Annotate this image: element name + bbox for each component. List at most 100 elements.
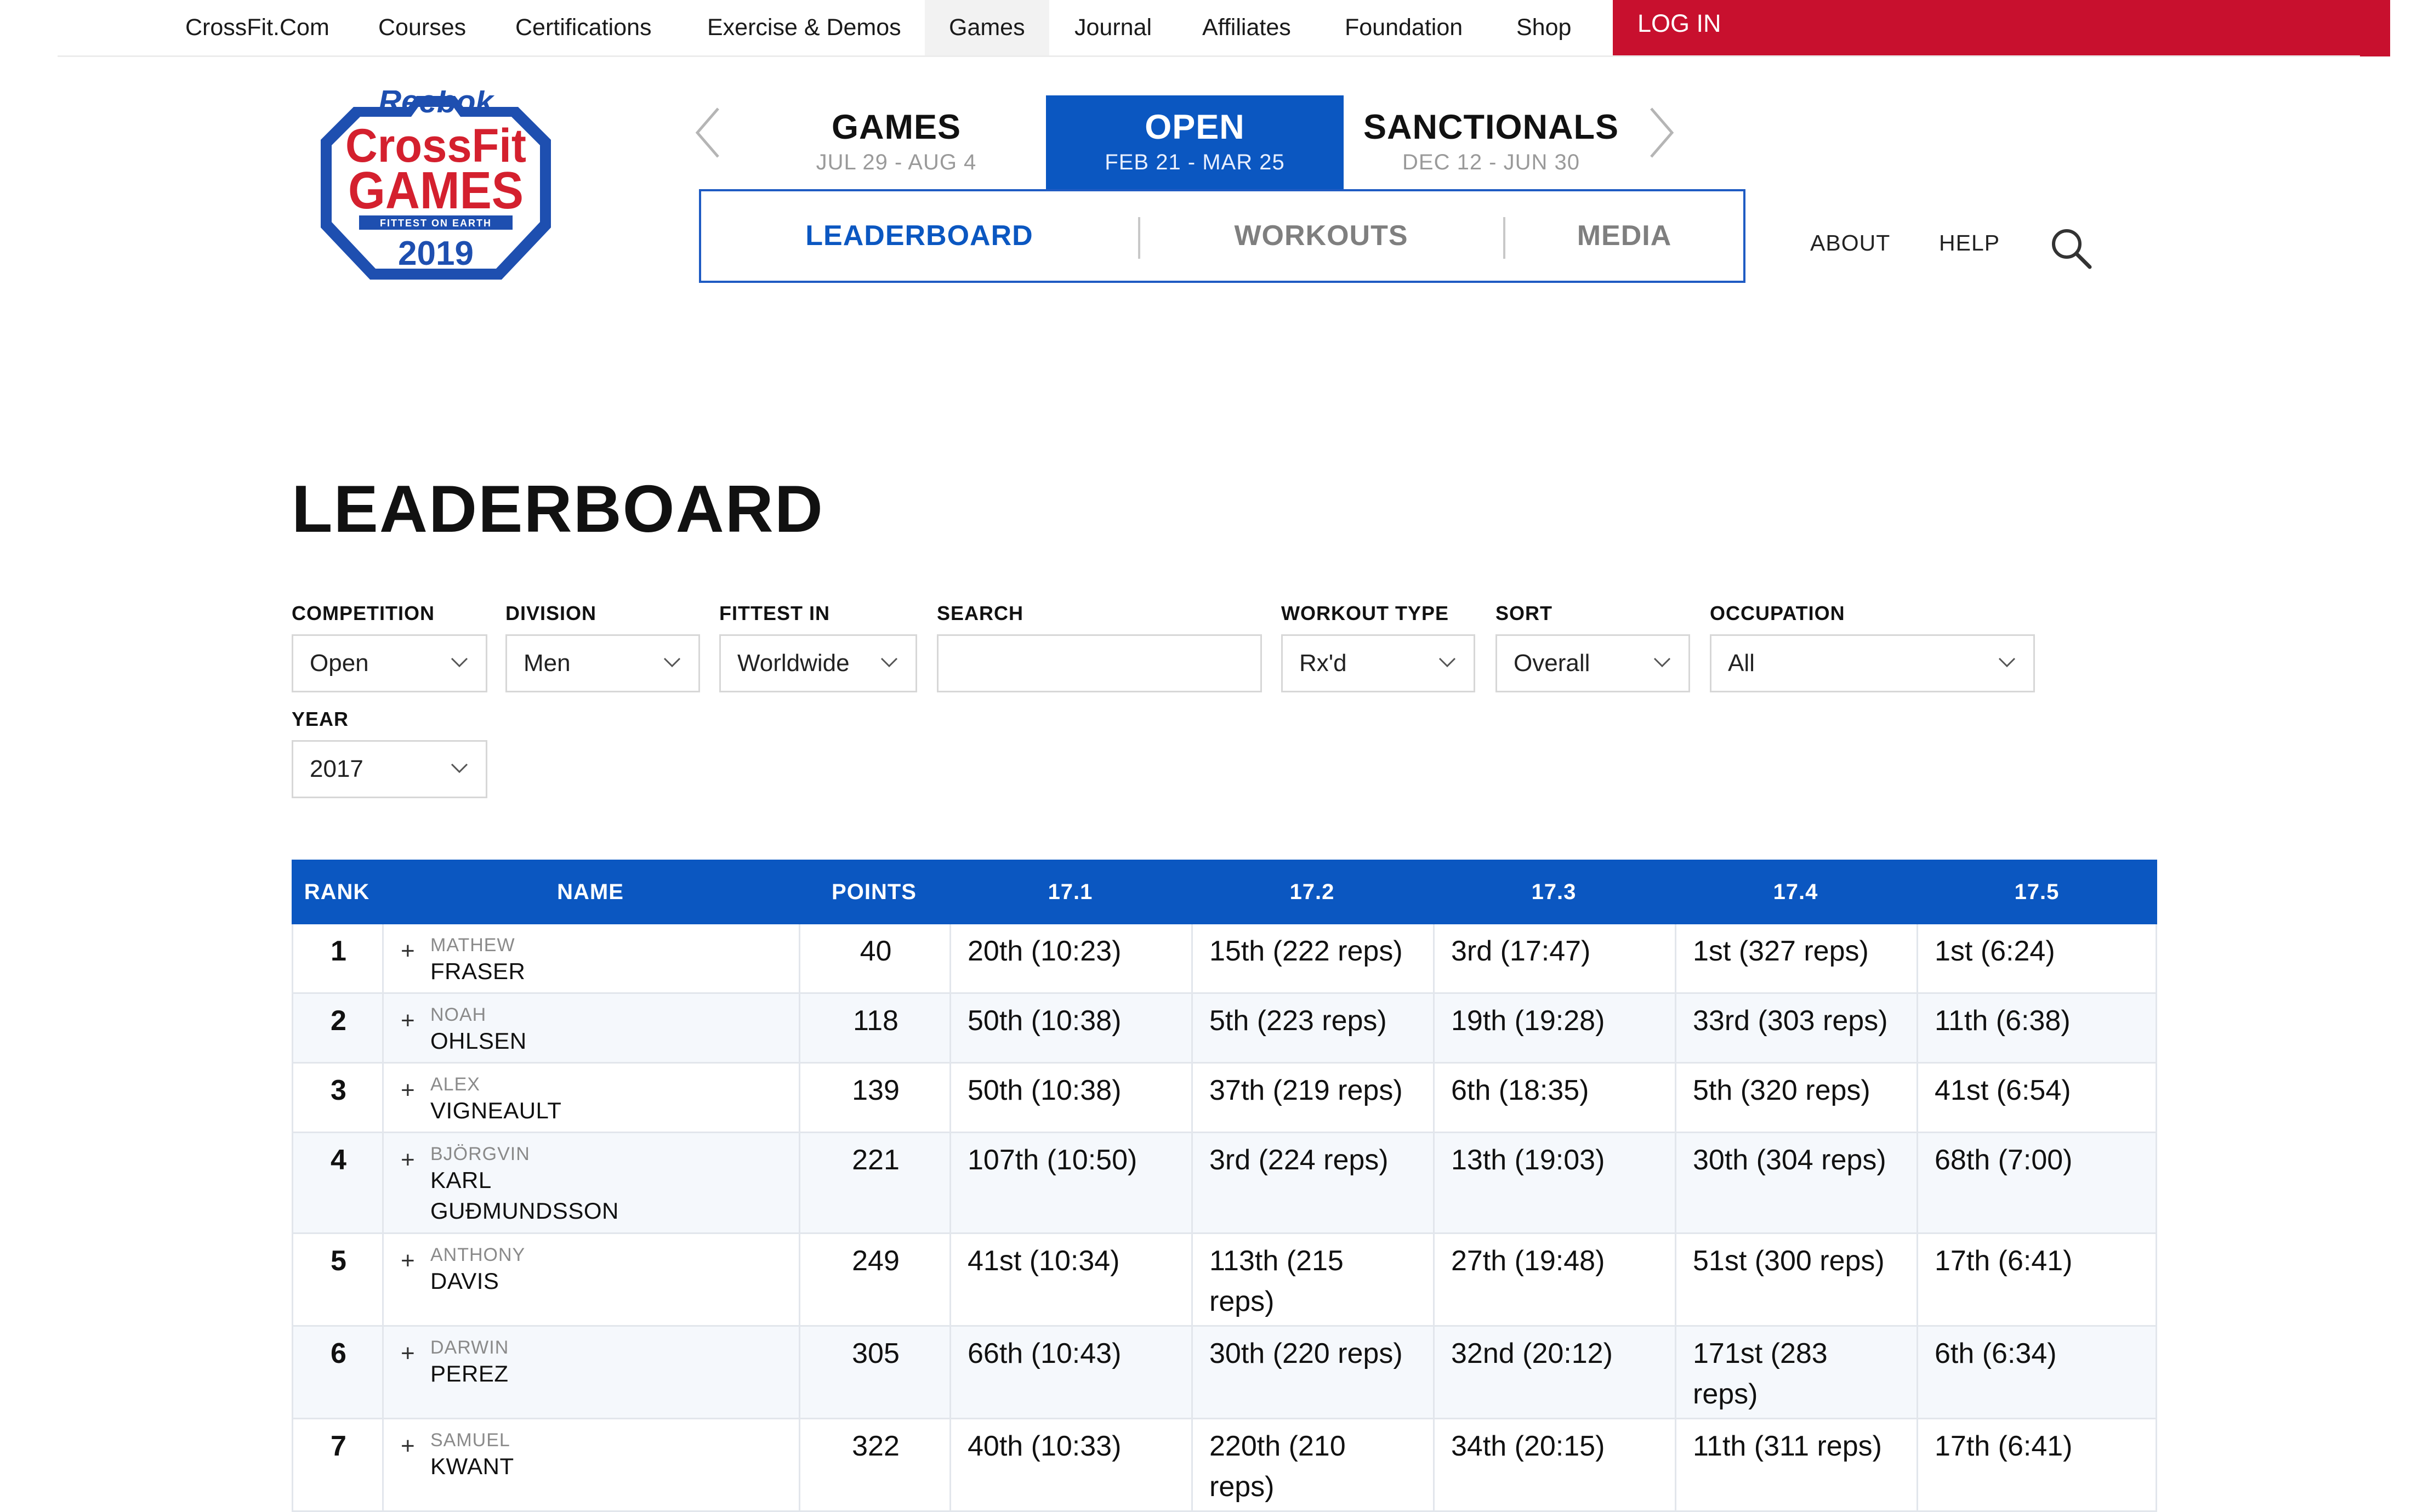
season-tab-open[interactable]: OPEN FEB 21 - MAR 25 — [1046, 95, 1344, 190]
nav-games[interactable]: Games — [925, 0, 1049, 55]
expand-row-icon[interactable]: + — [401, 1340, 415, 1367]
nav-courses[interactable]: Courses — [378, 14, 467, 41]
score-text: 3rd (224 reps) — [1209, 1144, 1389, 1176]
column-divider — [1917, 1234, 1918, 1325]
score-text: 11th (6:38) — [1935, 1005, 2071, 1037]
season-dates: JUL 29 - AUG 4 — [816, 150, 977, 174]
search-icon[interactable] — [2049, 226, 2093, 270]
table-row[interactable]: 7 + SAMUEL KWANT 322 40th (10:33) 220th (210 re… — [292, 1419, 2157, 1512]
table-row[interactable]: 2 + NOAH OHLSEN 118 50th (10:38) 5th (223 reps… — [292, 994, 2157, 1064]
fittest-in-value: Worldwide — [737, 650, 850, 677]
occupation-select[interactable]: All — [1710, 634, 2035, 692]
column-divider — [1191, 1327, 1193, 1418]
search-input[interactable] — [937, 634, 1262, 692]
expand-row-icon[interactable]: + — [401, 1247, 415, 1274]
season-title: OPEN — [1145, 108, 1245, 146]
header-rank[interactable]: RANK — [304, 880, 370, 904]
score-text: 220th (210 — [1209, 1430, 1346, 1462]
nav-certifications[interactable]: Certifications — [515, 14, 652, 41]
expand-row-icon[interactable]: + — [401, 1433, 415, 1459]
athlete-last-name[interactable]: VIGNEAULT — [430, 1098, 562, 1123]
column-divider — [949, 994, 951, 1062]
competition-select[interactable]: Open — [292, 634, 487, 692]
tab-leaderboard[interactable]: LEADERBOARD — [805, 220, 1033, 252]
column-divider — [1675, 1234, 1676, 1325]
table-row[interactable]: 6 + DARWIN PEREZ 305 66th (10:43) 30th (220 re… — [292, 1327, 2157, 1419]
workout-score-cell: 30th (304 reps) — [1693, 1140, 1913, 1180]
workout-score-cell: 27th (19:48) — [1451, 1241, 1671, 1281]
expand-row-icon[interactable]: + — [401, 1146, 415, 1173]
header-points[interactable]: POINTS — [832, 880, 917, 904]
athlete-last-name[interactable]: KARL — [430, 1167, 492, 1193]
nav-exercise-demos[interactable]: Exercise & Demos — [707, 14, 901, 41]
workout-score-cell: 171st (283 reps) — [1693, 1333, 1913, 1414]
athlete-first-name[interactable]: ALEX — [430, 1074, 480, 1095]
table-row[interactable]: 3 + ALEX VIGNEAULT 139 50th (10:38) 37th (219 … — [292, 1064, 2157, 1133]
column-divider — [382, 994, 384, 1062]
login-button[interactable]: LOG IN — [1613, 0, 2390, 56]
crossfit-games-logo[interactable]: Reebok CrossFit GAMES FITTEST ON EARTH 2… — [315, 90, 556, 288]
athlete-first-name[interactable]: SAMUEL — [430, 1430, 510, 1451]
table-row[interactable]: 1 + MATHEW FRASER 40 20th (10:23) 15th (222 re… — [292, 924, 2157, 994]
chevron-right-icon[interactable] — [1645, 105, 1677, 160]
fittest-in-select[interactable]: Worldwide — [719, 634, 917, 692]
nav-shop[interactable]: Shop — [1516, 14, 1572, 41]
chevron-left-icon[interactable] — [692, 105, 725, 160]
workout-score-cell: 19th (19:28) — [1451, 1001, 1671, 1041]
help-link[interactable]: HELP — [1939, 230, 2000, 255]
score-text: 5th (320 reps) — [1693, 1075, 1870, 1106]
table-row[interactable]: 5 + ANTHONY DAVIS 249 41st (10:34) 113th (215 r… — [292, 1234, 2157, 1327]
rank-cell: 6 — [331, 1338, 346, 1369]
score-text: 6th (6:34) — [1935, 1338, 2057, 1369]
athlete-first-name[interactable]: MATHEW — [430, 935, 515, 956]
about-link[interactable]: ABOUT — [1810, 230, 1891, 255]
column-divider — [799, 1234, 800, 1325]
score-text: 171st (283 — [1693, 1338, 1828, 1369]
column-divider — [949, 1327, 951, 1418]
expand-row-icon[interactable]: + — [401, 937, 415, 964]
sort-select[interactable]: Overall — [1495, 634, 1690, 692]
column-divider — [382, 1419, 384, 1510]
division-select[interactable]: Men — [505, 634, 700, 692]
athlete-last-name[interactable]: GUÐMUNDSSON — [430, 1198, 619, 1224]
tab-workouts[interactable]: WORKOUTS — [1234, 220, 1408, 252]
athlete-first-name[interactable]: DARWIN — [430, 1337, 509, 1358]
nav-crossfit-com[interactable]: CrossFit.Com — [185, 14, 329, 41]
tab-media[interactable]: MEDIA — [1577, 220, 1672, 252]
header-workout-4[interactable]: 17.4 — [1773, 880, 1818, 904]
workout-type-select[interactable]: Rx'd — [1281, 634, 1475, 692]
athlete-last-name[interactable]: KWANT — [430, 1453, 514, 1479]
workout-score-cell: 41st (6:54) — [1935, 1070, 2153, 1111]
expand-row-icon[interactable]: + — [401, 1007, 415, 1034]
athlete-last-name[interactable]: PEREZ — [430, 1361, 509, 1386]
season-tab-games[interactable]: GAMES JUL 29 - AUG 4 — [787, 95, 1006, 190]
season-tab-sanctionals[interactable]: SANCTIONALS DEC 12 - JUN 30 — [1354, 95, 1628, 190]
column-divider — [1191, 994, 1193, 1062]
header-workout-1[interactable]: 17.1 — [1048, 880, 1093, 904]
athlete-last-name[interactable]: FRASER — [430, 958, 526, 984]
column-divider — [1433, 1234, 1435, 1325]
season-title: GAMES — [831, 108, 962, 146]
table-row[interactable]: 4 + BJÖRGVIN KARL GUÐMUNDSSON 221 107th (10:50… — [292, 1133, 2157, 1234]
expand-row-icon[interactable]: + — [401, 1077, 415, 1104]
nav-affiliates[interactable]: Affiliates — [1202, 14, 1291, 41]
page-title: LEADERBOARD — [292, 471, 824, 546]
year-select[interactable]: 2017 — [292, 740, 487, 798]
table-header: RANK NAME POINTS 17.1 17.2 17.3 17.4 17.… — [292, 860, 2157, 924]
points-cell: 305 — [852, 1338, 900, 1369]
sub-tabs: LEADERBOARD WORKOUTS MEDIA — [699, 189, 1745, 283]
rank-cell: 4 — [331, 1144, 346, 1176]
athlete-first-name[interactable]: BJÖRGVIN — [430, 1144, 530, 1164]
nav-journal[interactable]: Journal — [1074, 14, 1152, 41]
athlete-first-name[interactable]: NOAH — [430, 1004, 487, 1025]
column-divider — [799, 1327, 800, 1418]
header-workout-2[interactable]: 17.2 — [1289, 880, 1335, 904]
header-workout-5[interactable]: 17.5 — [2014, 880, 2060, 904]
score-text: 20th (10:23) — [968, 935, 1122, 967]
athlete-last-name[interactable]: OHLSEN — [430, 1028, 527, 1054]
header-name[interactable]: NAME — [557, 880, 624, 904]
athlete-first-name[interactable]: ANTHONY — [430, 1244, 526, 1265]
athlete-last-name[interactable]: DAVIS — [430, 1268, 499, 1294]
header-workout-3[interactable]: 17.3 — [1531, 880, 1577, 904]
nav-foundation[interactable]: Foundation — [1345, 14, 1463, 41]
